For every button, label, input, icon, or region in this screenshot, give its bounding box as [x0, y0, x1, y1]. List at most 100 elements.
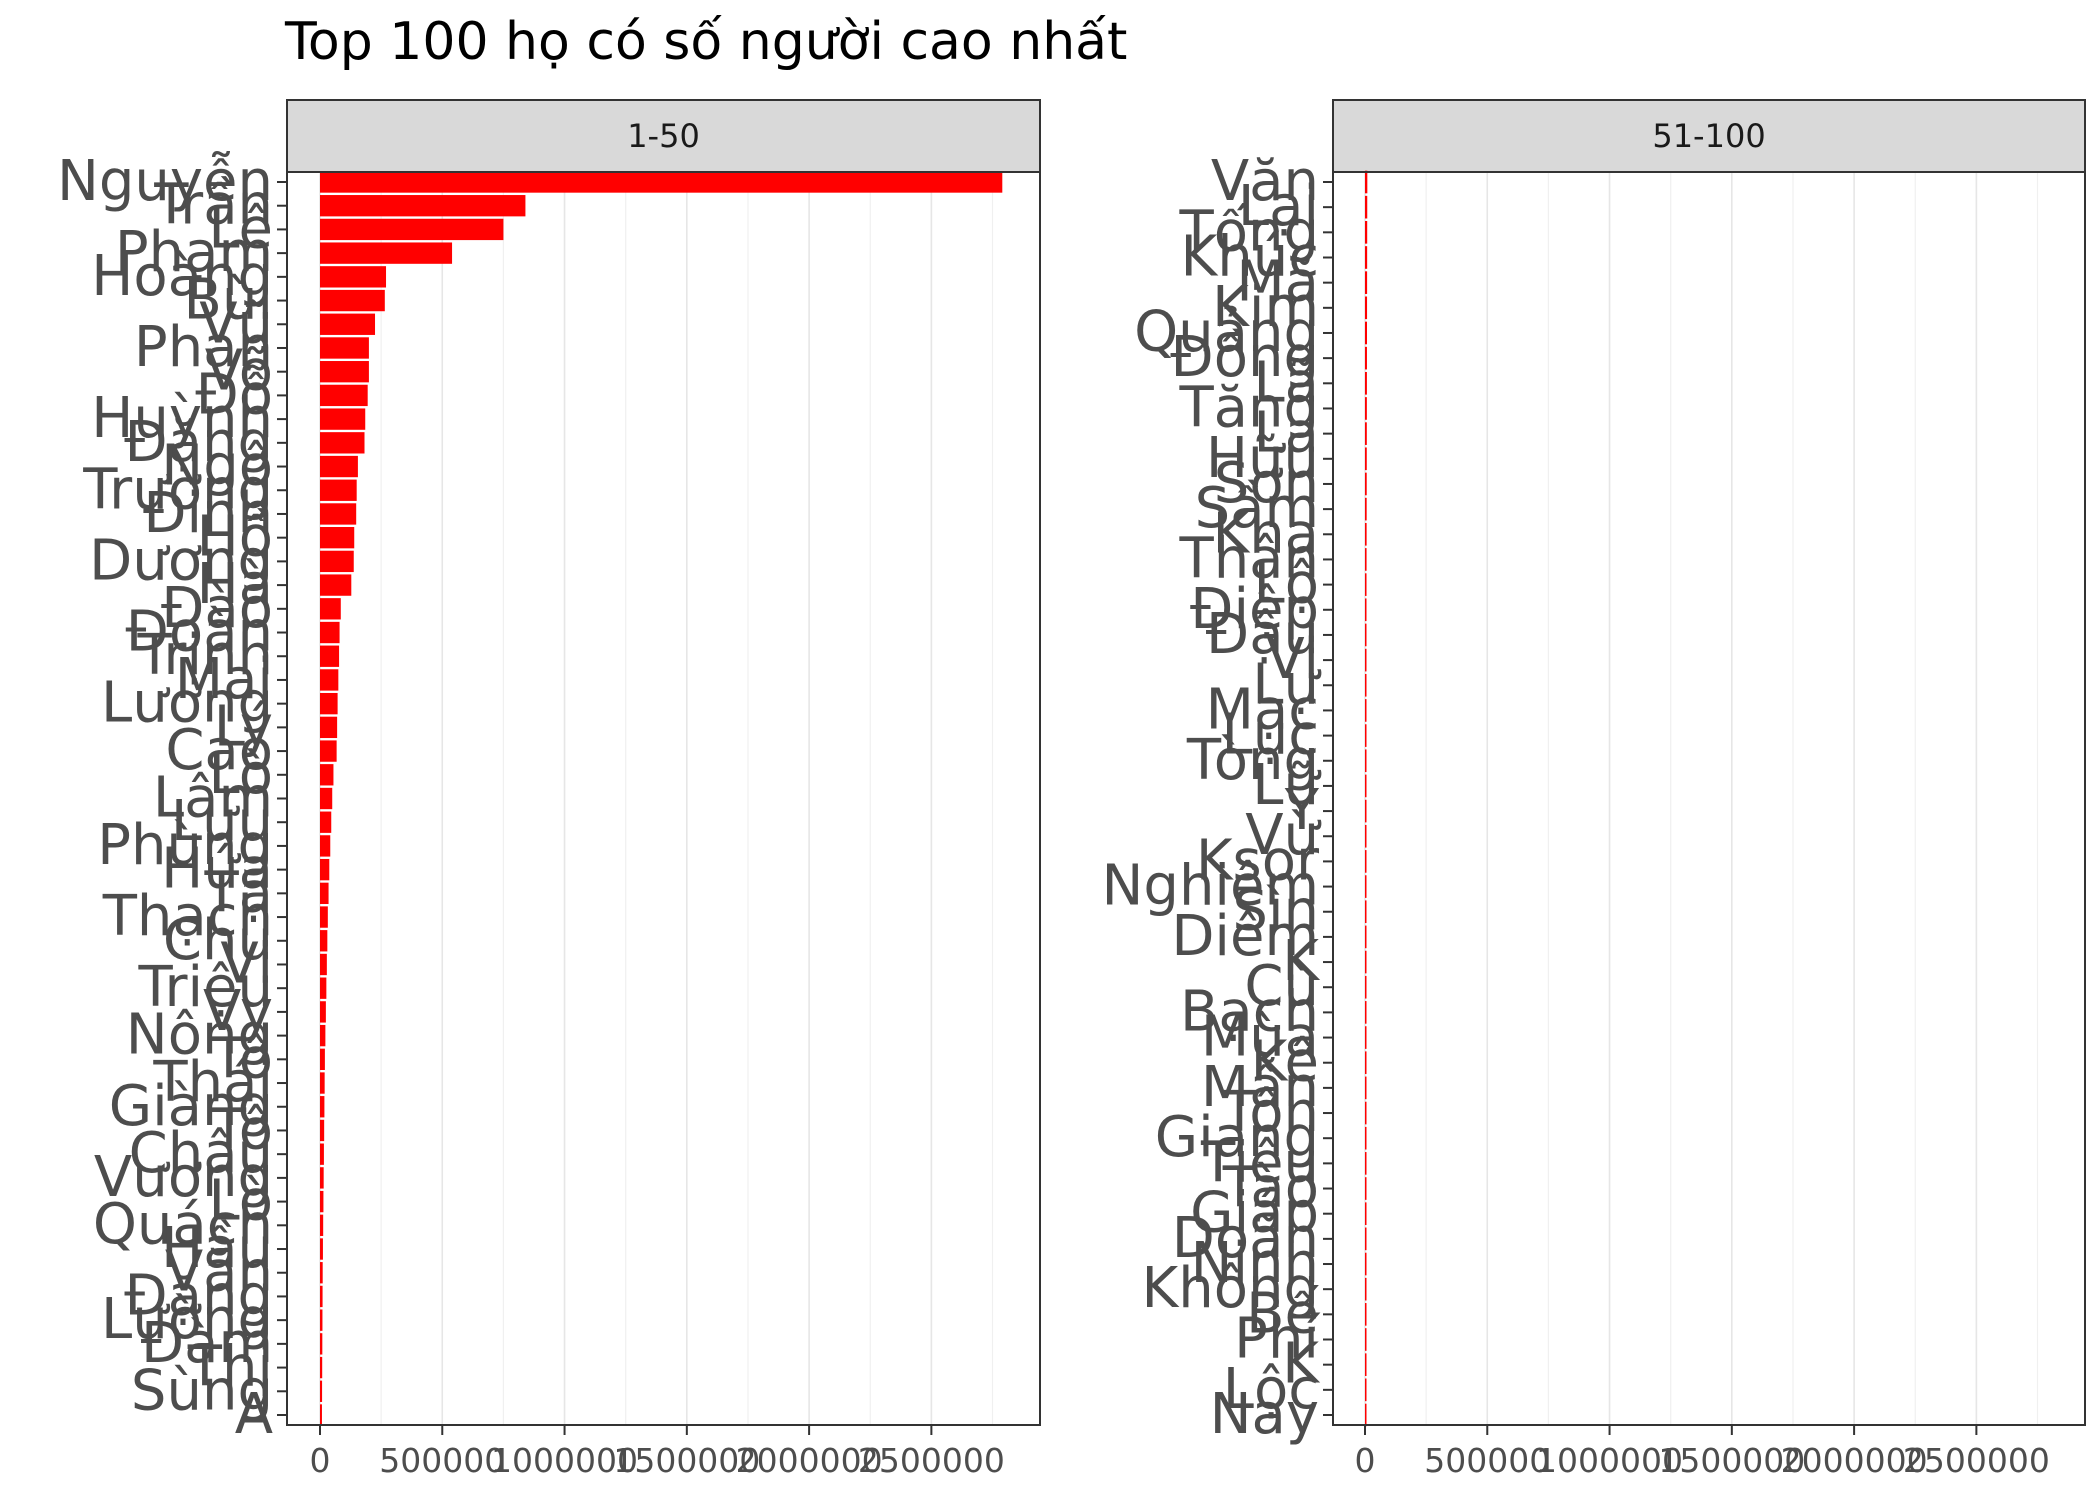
bar: [1365, 321, 1368, 345]
y-tick-label: Kim: [1212, 275, 1319, 340]
bar: [320, 787, 333, 810]
bar: [320, 764, 334, 786]
bar: [1365, 799, 1367, 823]
bar: [320, 1119, 325, 1142]
bar: [1365, 950, 1367, 974]
y-tick-label: Đặng: [124, 410, 273, 475]
y-tick-label: Giáp: [1190, 1181, 1319, 1246]
bar: [1365, 925, 1367, 949]
bar: [320, 906, 328, 928]
bar: [1365, 1152, 1367, 1175]
bar: [320, 361, 369, 383]
bar: [320, 195, 526, 217]
bar: [320, 1214, 324, 1236]
y-tick-label: Tiêu: [1200, 1130, 1319, 1195]
bar: [320, 266, 387, 288]
x-tick-label: 2500000: [1903, 1441, 2050, 1480]
x-tick-label: 2000000: [1781, 1441, 1928, 1480]
y-tick-label: Cao: [165, 718, 273, 783]
bar: [1365, 271, 1368, 294]
y-tick-label: Hà: [197, 552, 273, 617]
y-tick-label: Huỳnh: [91, 386, 273, 451]
bar: [320, 858, 330, 881]
bar: [320, 479, 357, 501]
bar: [320, 953, 327, 976]
bar: [320, 1143, 324, 1165]
y-tick-label: Giang: [1155, 1105, 1319, 1170]
bar: [320, 1238, 323, 1260]
y-tick-label: Y: [1284, 778, 1320, 843]
bar: [1365, 749, 1367, 773]
bar: [320, 1356, 323, 1379]
bar: [1365, 170, 1368, 194]
bar: [1365, 648, 1367, 672]
y-tick-label: Bùi: [184, 268, 273, 333]
bar: [1365, 673, 1367, 697]
bar: [320, 289, 385, 312]
bar: [1365, 724, 1367, 747]
y-tick-label: Văn: [165, 1240, 273, 1305]
y-tick-label: Hồ: [197, 505, 273, 570]
y-tick-label: Đậu: [1206, 602, 1319, 667]
x-tick-label: 0: [310, 1441, 331, 1480]
bar: [1365, 875, 1367, 898]
y-tick-label: Võ: [205, 339, 273, 404]
x-tick-label: 2500000: [858, 1441, 1005, 1480]
y-tick-label: Sơn: [1214, 451, 1319, 516]
facet-strip-label-1: 1-50: [627, 117, 700, 155]
y-tick-label: Đào: [161, 576, 273, 641]
y-tick-label: Phùng: [97, 813, 273, 878]
bar: [320, 977, 327, 999]
bar: [1365, 522, 1367, 546]
panel-border-2: [1332, 171, 2086, 1426]
bar: [320, 242, 453, 264]
bar: [1365, 850, 1367, 873]
y-tick-label: Lý: [214, 694, 273, 759]
bar: [320, 313, 376, 335]
bar: [1365, 346, 1367, 370]
bar: [320, 550, 354, 573]
y-tick-label: Ngô: [161, 434, 273, 499]
bar: [320, 1167, 324, 1189]
bar: [1365, 1026, 1367, 1049]
bar: [320, 930, 328, 952]
bar: [1365, 548, 1367, 571]
bar: [320, 740, 337, 762]
y-tick-label: Nay: [1210, 1382, 1319, 1447]
y-tick-label: Lê: [208, 196, 273, 261]
y-tick-label: Nghiêm: [1102, 854, 1320, 919]
y-tick-label: Trương: [82, 457, 273, 522]
bar: [1365, 1177, 1367, 1200]
y-tick-label: Tòng: [1186, 728, 1319, 793]
y-tick-label: Lại: [1238, 174, 1319, 239]
bar: [320, 337, 369, 359]
y-tick-label: Kha: [1212, 501, 1319, 566]
bar: [1365, 296, 1368, 320]
bar: [320, 574, 352, 596]
bar: [320, 692, 338, 715]
bar: [1365, 774, 1367, 798]
y-tick-label: Ninh: [1191, 1231, 1319, 1296]
y-tick-label: Không: [1141, 1256, 1319, 1321]
y-tick-label: K: [1282, 1332, 1320, 1397]
bar: [1365, 1252, 1367, 1276]
y-tick-label: Đồng: [1170, 325, 1319, 390]
y-tick-label: Bạch: [1180, 979, 1319, 1044]
facet-strip-1: [286, 99, 1041, 173]
bar: [320, 1333, 323, 1355]
panel-border-1: [286, 171, 1041, 1426]
y-tick-label: Chu: [163, 908, 273, 973]
y-tick-label: Vừ: [1245, 803, 1321, 868]
bar: [1365, 195, 1368, 219]
bar: [1365, 699, 1367, 722]
panel-background-1: [287, 172, 1040, 1425]
bar: [1365, 1378, 1367, 1402]
y-tick-label: La: [1253, 401, 1319, 466]
y-tick-label: Lâm: [153, 766, 273, 831]
bar: [1365, 1277, 1367, 1301]
y-tick-label: Kê: [1251, 1030, 1319, 1095]
bar: [320, 598, 341, 620]
x-tick-label: 1000000: [491, 1441, 638, 1480]
bar: [1365, 975, 1367, 999]
x-tick-label: 1000000: [1536, 1441, 1683, 1480]
